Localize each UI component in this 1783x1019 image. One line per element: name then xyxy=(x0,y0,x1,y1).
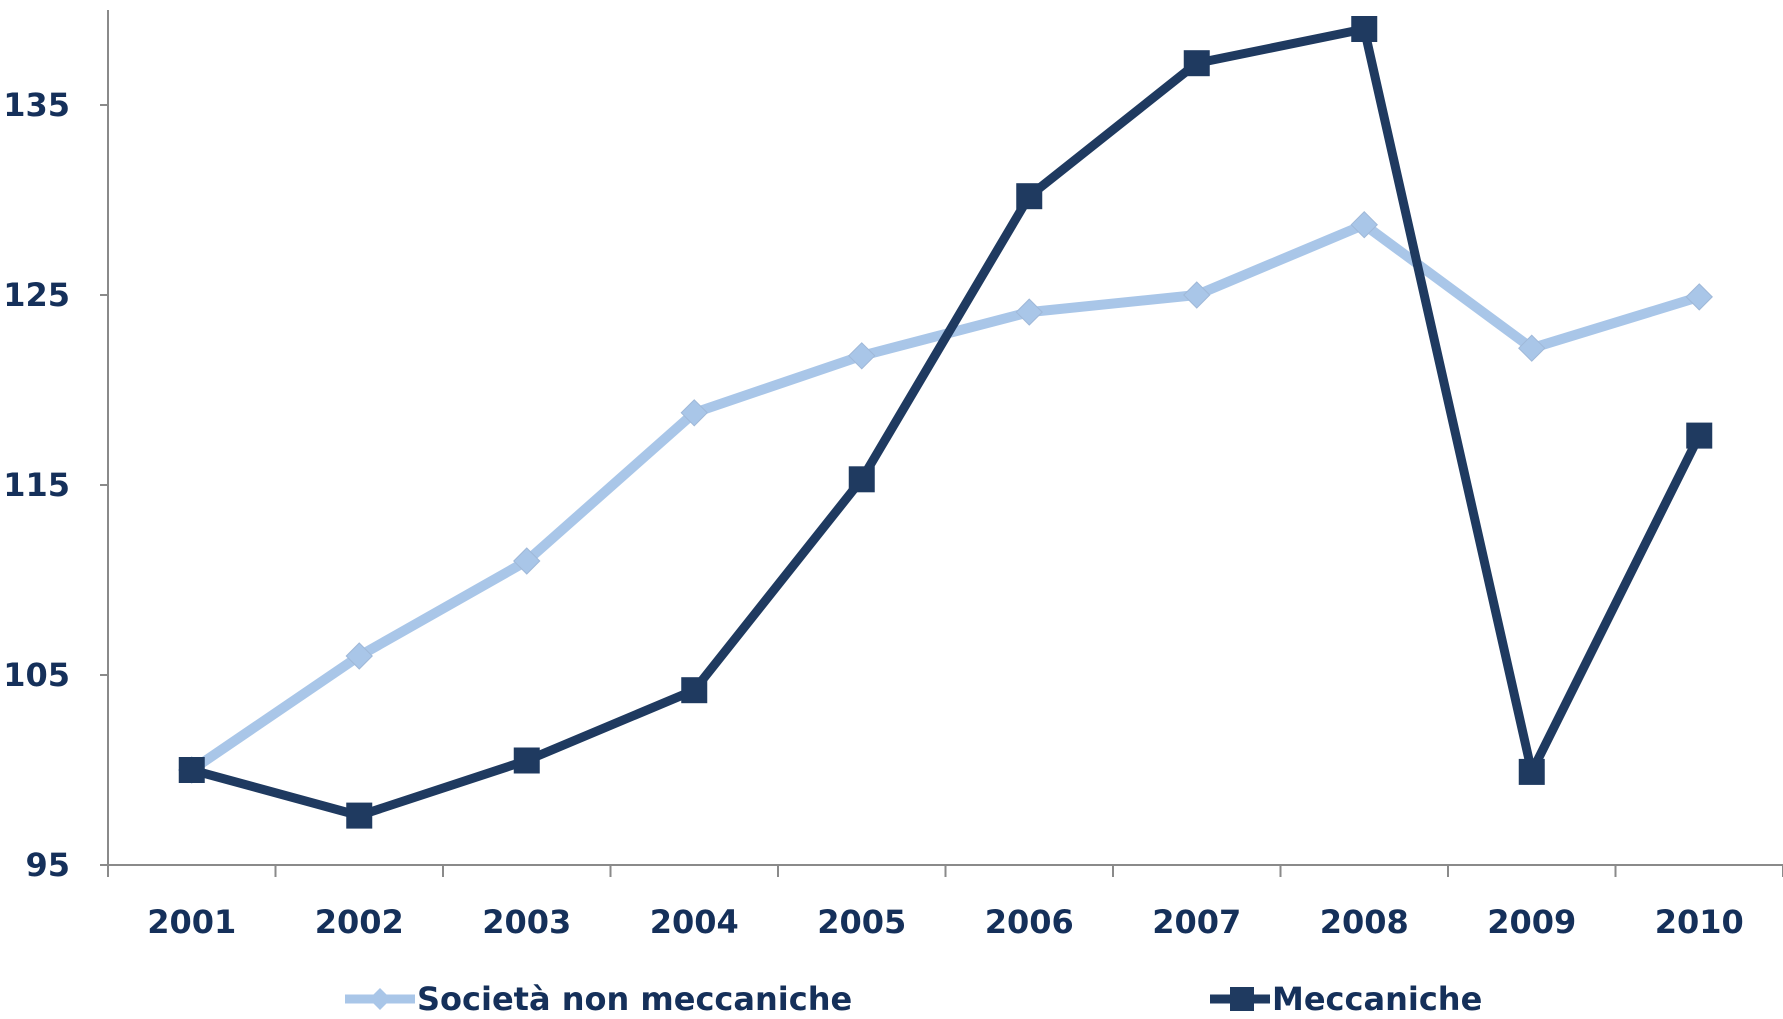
data-point-diamond xyxy=(1016,299,1042,325)
data-point-square xyxy=(346,803,372,829)
legend-item-meccaniche: Meccaniche xyxy=(1210,980,1482,1018)
y-tick-label: 135 xyxy=(3,86,70,124)
legend-label: Meccaniche xyxy=(1272,980,1482,1018)
data-point-square xyxy=(1519,759,1545,785)
series-line xyxy=(192,29,1700,816)
x-tick-label: 2007 xyxy=(1152,903,1241,941)
x-tick-label: 2002 xyxy=(315,903,404,941)
x-tick-label: 2001 xyxy=(147,903,236,941)
x-tick-label: 2010 xyxy=(1655,903,1744,941)
data-point-square xyxy=(1686,423,1712,449)
axes: 95 105 115 125 135 2001 2002 2003 2004 2005 2006 20… xyxy=(3,10,1783,941)
data-point-square xyxy=(1351,16,1377,42)
x-tick-label: 2003 xyxy=(482,903,571,941)
series-meccaniche xyxy=(179,16,1713,829)
legend-marker-square-icon xyxy=(1210,984,1270,1014)
data-point-square xyxy=(1184,50,1210,76)
data-point-square xyxy=(179,757,205,783)
y-tick-label: 105 xyxy=(3,656,70,694)
x-tick-label: 2008 xyxy=(1320,903,1409,941)
data-point-square xyxy=(514,748,540,774)
legend-marker-diamond-icon xyxy=(345,984,415,1014)
y-tick-label: 95 xyxy=(25,846,70,884)
x-tick-label: 2004 xyxy=(650,903,739,941)
legend-item-societa-non-meccaniche: Società non meccaniche xyxy=(345,980,852,1018)
data-point-diamond xyxy=(1686,284,1712,310)
y-tick-label: 125 xyxy=(3,276,70,314)
data-point-square xyxy=(681,677,707,703)
x-tick-label: 2009 xyxy=(1487,903,1576,941)
legend-label: Società non meccaniche xyxy=(417,980,852,1018)
x-tick-label: 2006 xyxy=(985,903,1074,941)
data-point-square xyxy=(1016,183,1042,209)
data-point-square xyxy=(849,466,875,492)
series-societa-non-meccaniche xyxy=(179,212,1713,783)
series-layer xyxy=(179,16,1713,829)
x-tick-label: 2005 xyxy=(817,903,906,941)
data-point-diamond xyxy=(849,343,875,369)
y-tick-label: 115 xyxy=(3,466,70,504)
